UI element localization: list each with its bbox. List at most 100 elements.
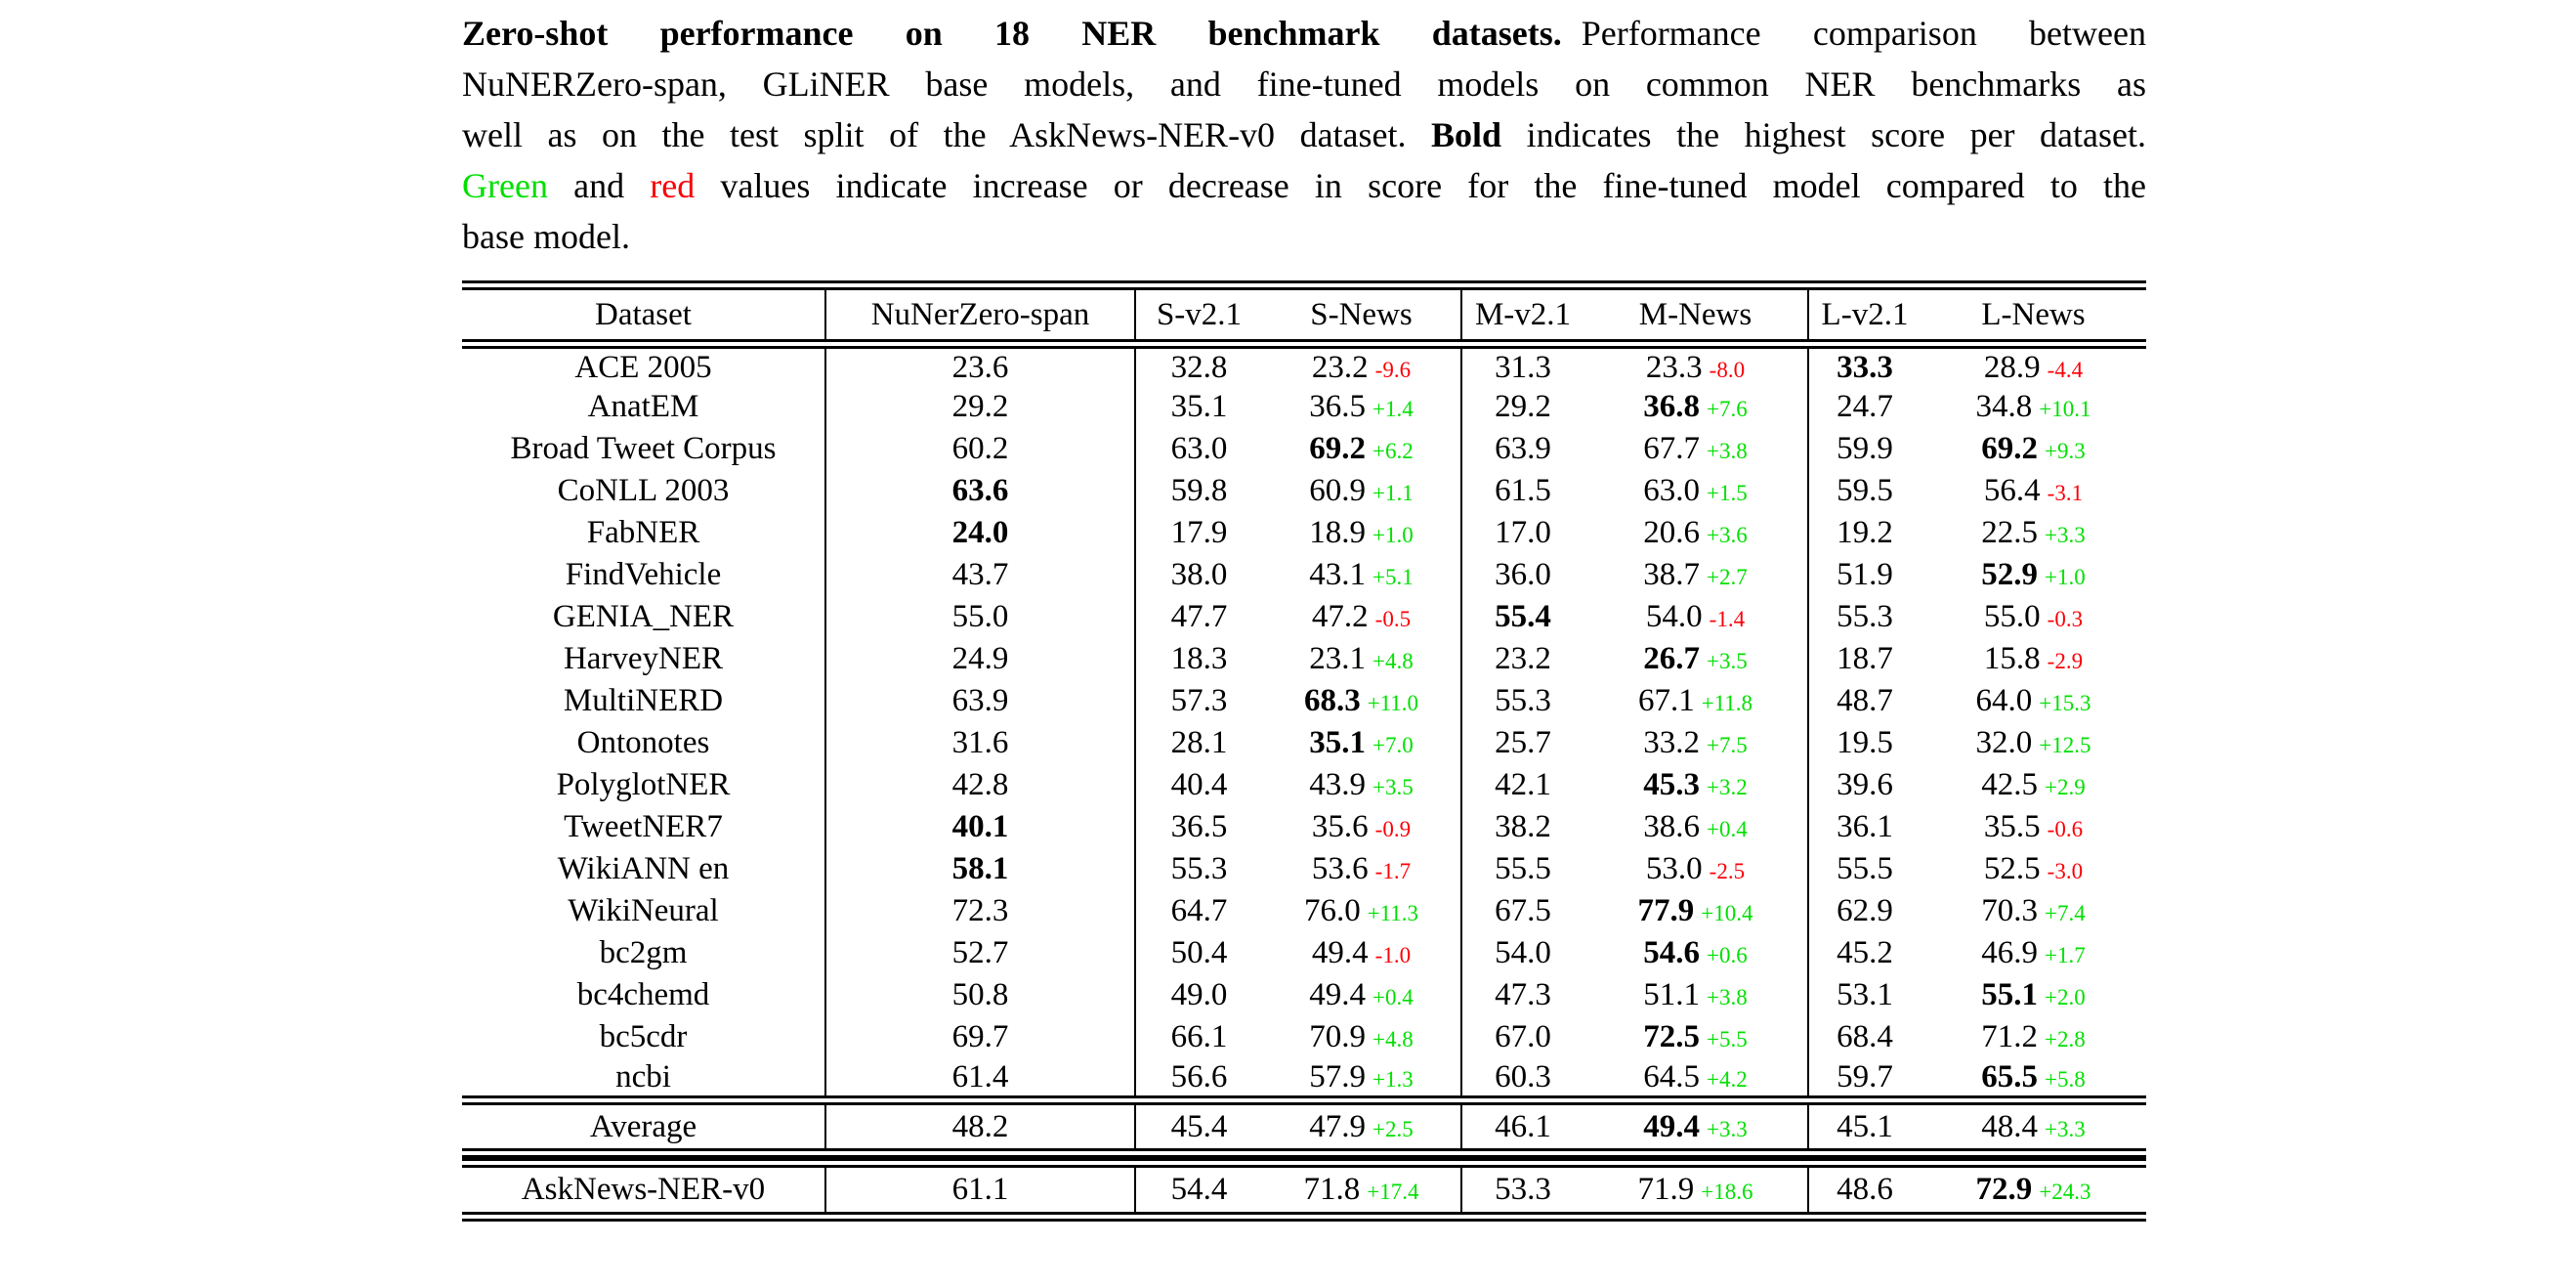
score-value: 18.3 — [1170, 641, 1228, 676]
score-value: 32.0 — [1975, 725, 2033, 760]
score: 70.3 +7.4 — [1981, 893, 2085, 929]
caption-line: base model. — [462, 211, 2146, 262]
score: 51.9 — [1837, 557, 1893, 593]
score-value: 33.2 — [1643, 725, 1700, 760]
score-value: 59.9 — [1837, 431, 1893, 466]
score-value: 23.1 — [1309, 641, 1366, 676]
score: 43.9 +3.5 — [1309, 767, 1413, 803]
score-value: 67.7 — [1643, 431, 1700, 466]
score-value: 24.7 — [1837, 389, 1893, 424]
table-row: FabNER 24.0 17.9 18.9 +1.0 17.0 20.6 +3.6 19.2 22… — [462, 512, 2146, 554]
score-delta: +12.5 — [2039, 733, 2091, 757]
score-cell: 40.1 — [824, 806, 1135, 848]
score: 15.8 -2.9 — [1984, 641, 2083, 677]
caption-text: Performance comparison between — [1581, 14, 2146, 53]
score: 65.5 +5.8 — [1981, 1059, 2085, 1095]
score-cell: 69.2 +9.3 — [1921, 428, 2146, 470]
table-row: FindVehicle 43.7 38.0 43.1 +5.1 36.0 38.7 +2.7 5… — [462, 554, 2146, 596]
score-value: 15.8 — [1983, 641, 2041, 676]
caption-text: values indicate increase or decrease in … — [695, 166, 2146, 205]
dataset-name-cell: bc4chemd — [576, 977, 710, 1012]
score: 48.2 — [952, 1109, 1009, 1145]
score-value: 23.3 — [1645, 349, 1703, 385]
score-value: 17.9 — [1170, 515, 1228, 550]
score-cell: 72.5 +5.5 — [1584, 1016, 1808, 1058]
score: 63.0 — [1171, 431, 1228, 467]
header-s-v21: S-v2.1 — [1134, 280, 1262, 349]
header-row: Dataset NuNerZero-span S-v2.1 S-News M-v… — [462, 280, 2146, 349]
score: 23.3 -8.0 — [1646, 350, 1745, 386]
score-cell: 53.0 -2.5 — [1584, 848, 1808, 890]
caption-line: NuNERZero-span, GLiNER base models, and … — [462, 59, 2146, 109]
score-cell: 64.5 +4.2 — [1584, 1058, 1808, 1100]
score-cell: 29.2 — [824, 386, 1135, 428]
score-cell: 58.1 — [824, 848, 1135, 890]
score-delta: +4.8 — [1372, 649, 1414, 673]
table-row: AnatEM 29.2 35.1 36.5 +1.4 29.2 36.8 +7.6 24.7 34… — [462, 386, 2146, 428]
header-s-news: S-News — [1262, 280, 1461, 349]
score-value: 35.6 — [1311, 809, 1369, 844]
score: 18.7 — [1837, 641, 1893, 677]
score-value: 49.4 — [1309, 977, 1366, 1012]
score-value: 60.2 — [951, 431, 1009, 466]
score-value: 68.4 — [1837, 1019, 1893, 1054]
score-cell: 19.2 — [1807, 512, 1921, 554]
score-cell: 48.4 +3.3 — [1921, 1095, 2146, 1158]
score: 49.4 -1.0 — [1312, 935, 1411, 971]
score: 29.2 — [952, 389, 1009, 425]
score-value: 28.1 — [1170, 725, 1228, 760]
score-value: 55.5 — [1495, 851, 1551, 886]
score-cell: 77.9 +10.4 — [1584, 890, 1808, 932]
score: 32.8 — [1171, 350, 1228, 386]
score: 45.1 — [1837, 1109, 1893, 1145]
score-cell: 31.3 — [1460, 344, 1584, 386]
score: 67.0 — [1495, 1019, 1551, 1055]
score-value: 57.9 — [1309, 1058, 1366, 1095]
score: 38.7 +2.7 — [1643, 557, 1747, 593]
score: 66.1 — [1171, 1019, 1228, 1055]
score-cell: 20.6 +3.6 — [1584, 512, 1808, 554]
score-value: 24.0 — [951, 515, 1009, 550]
score-cell: 55.5 — [1807, 848, 1921, 890]
score: 67.5 — [1495, 893, 1551, 929]
score-value: 61.1 — [951, 1172, 1009, 1207]
score-delta: -2.9 — [2047, 649, 2084, 673]
score: 55.5 — [1837, 851, 1893, 887]
score: 24.9 — [952, 641, 1009, 677]
score-value: 33.3 — [1837, 349, 1893, 385]
score-value: 49.4 — [1643, 1108, 1700, 1144]
score-cell: 46.9 +1.7 — [1921, 932, 2146, 974]
score-value: 61.4 — [951, 1058, 1009, 1095]
score: 38.2 — [1495, 809, 1551, 845]
score-cell: 50.8 — [824, 974, 1135, 1016]
score-delta: +7.6 — [1707, 397, 1748, 421]
score-value: 47.9 — [1309, 1108, 1366, 1144]
score-cell: 35.1 — [1134, 386, 1262, 428]
score-value: 43.7 — [951, 557, 1009, 592]
score: 35.5 -0.6 — [1984, 809, 2083, 845]
score: 56.6 — [1171, 1059, 1228, 1095]
score-value: 55.3 — [1837, 599, 1893, 634]
score-value: 31.3 — [1495, 349, 1551, 385]
dataset-name-cell: bc5cdr — [599, 1019, 688, 1054]
score-value: 72.5 — [1643, 1019, 1700, 1054]
score-value: 47.3 — [1495, 977, 1551, 1012]
score-cell: 24.7 — [1807, 386, 1921, 428]
score-value: 71.2 — [1981, 1019, 2038, 1054]
score: 63.0 +1.5 — [1643, 473, 1747, 509]
score: 18.9 +1.0 — [1309, 515, 1413, 551]
score-cell: 22.5 +3.3 — [1921, 512, 2146, 554]
table-row: bc4chemd 50.8 49.0 49.4 +0.4 47.3 51.1 +3.8 53.1… — [462, 974, 2146, 1016]
score: 31.6 — [952, 725, 1009, 761]
score: 54.4 — [1171, 1172, 1228, 1208]
score-value: 58.1 — [951, 851, 1009, 886]
score-value: 55.3 — [1495, 683, 1551, 718]
score-value: 48.7 — [1837, 683, 1893, 718]
score: 64.7 — [1171, 893, 1228, 929]
score-cell: 60.2 — [824, 428, 1135, 470]
score-cell: 63.9 — [1460, 428, 1584, 470]
score-cell: 43.1 +5.1 — [1262, 554, 1461, 596]
score: 72.5 +5.5 — [1643, 1019, 1747, 1055]
score: 67.1 +11.8 — [1638, 683, 1753, 719]
score: 32.0 +12.5 — [1976, 725, 2091, 761]
